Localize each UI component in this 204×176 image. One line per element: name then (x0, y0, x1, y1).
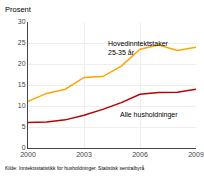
svg-text:30: 30 (18, 18, 26, 25)
svg-text:2003: 2003 (76, 151, 92, 158)
svg-text:2000: 2000 (20, 151, 36, 158)
svg-text:2006: 2006 (132, 151, 148, 158)
svg-text:Alle husholdninger: Alle husholdninger (120, 111, 178, 119)
svg-text:2009: 2009 (188, 151, 204, 158)
svg-text:15: 15 (18, 81, 26, 88)
svg-text:Hovedinntektstaker25-35 år: Hovedinntektstaker25-35 år (108, 40, 169, 56)
svg-text:Kilde: Inntektsstatistikk for: Kilde: Inntektsstatistikk for husholdnin… (5, 165, 144, 171)
svg-text:20: 20 (18, 60, 26, 67)
svg-text:10: 10 (18, 102, 26, 109)
svg-text:25: 25 (18, 39, 26, 46)
svg-text:Prosent: Prosent (5, 5, 32, 14)
svg-text:0: 0 (22, 144, 26, 151)
svg-text:5: 5 (22, 123, 26, 130)
